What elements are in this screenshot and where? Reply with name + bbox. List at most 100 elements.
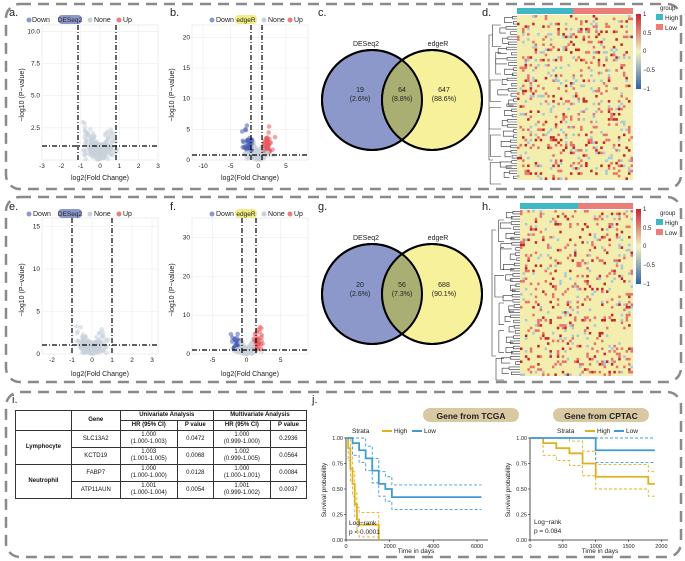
heatmap-cell-high (596, 222, 599, 226)
heatmap-cell-low (569, 33, 573, 36)
heatmap-cell-high (607, 167, 611, 170)
heatmap-h: 1 0.5 0 −0.5 −1 group High Low (491, 203, 679, 381)
heatmap-cell-high (577, 172, 581, 175)
heatmap-cell-high (576, 305, 579, 309)
heatmap-cell-high (625, 97, 628, 101)
table-group-neutrophil: Neutrophil (15, 464, 72, 499)
table-multi-p: 0.0084 (269, 464, 308, 482)
heatmap-h-group-high-bar (520, 203, 578, 209)
heatmap-cell-high (612, 167, 616, 170)
heatmap-cell-high (537, 329, 540, 332)
heatmap-cell-high (572, 125, 575, 129)
heatmap-cell-low (627, 159, 631, 162)
point-none (81, 152, 87, 158)
point-none (103, 350, 109, 356)
heatmap-cell-high (524, 138, 528, 142)
heatmap-cell-low (562, 131, 565, 134)
point-none (103, 336, 108, 342)
heatmap-cell-high (598, 215, 602, 218)
heatmap-cell-high (534, 241, 538, 244)
table-gene: KCTD19 (70, 447, 121, 465)
heatmap-d: 1 0.5 0 −0.5 −1 group High Low (488, 6, 679, 185)
heatmap-cell-high (524, 355, 528, 358)
table-row: Lymphocyte SLC13A2 1.000 (1.000-1.003) 0.… (15, 430, 308, 465)
heatmap-cell-high (602, 45, 606, 49)
heatmap-cell-high (625, 318, 629, 322)
heatmap-cell-high (587, 35, 591, 39)
heatmap-cell-high (615, 222, 619, 226)
heatmap-cell-high (549, 272, 552, 275)
heatmap-cell-high (591, 287, 594, 291)
heatmap-cell-high (574, 282, 577, 286)
heatmap-cell-high (600, 110, 603, 113)
heatmap-cell-low (547, 102, 550, 106)
heatmap-cell-high (583, 280, 587, 283)
heatmap-cell-low (524, 61, 528, 64)
heatmap-cell-high (593, 370, 597, 374)
heatmap-cell-high (610, 212, 614, 216)
heatmap-cell-low (610, 225, 614, 229)
heatmap-cell-high (559, 363, 562, 366)
heatmap-cell-high (542, 38, 545, 41)
heatmap-cell-high (630, 136, 633, 139)
heatmap-cell-high (608, 373, 611, 376)
heatmap-cell-high (575, 94, 578, 98)
heatmap-cell-high (575, 17, 578, 21)
heatmap-cell-high (586, 274, 589, 278)
heatmap-cell-high (552, 100, 555, 103)
heatmap-cell-low (564, 79, 568, 83)
heatmap-cell-high (607, 164, 611, 168)
heatmap-cell-low (592, 115, 596, 119)
volcano-e-legend-up-dot (116, 211, 122, 217)
heatmap-cell-high (586, 368, 589, 371)
heatmap-cell-high (529, 63, 533, 67)
venn-g-mid-pct: (7.3%) (392, 291, 413, 298)
heatmap-cell-low (559, 161, 563, 165)
heatmap-cell-low (575, 149, 578, 152)
heatmap-cell-high (610, 298, 614, 301)
heatmap-cell-high (564, 215, 567, 218)
heatmap-cell-high (625, 35, 628, 39)
heatmap-cell-low (554, 79, 558, 83)
heatmap-cell-high (623, 280, 626, 283)
heatmap-cell-low (522, 373, 525, 376)
heatmap-cell-high (595, 141, 598, 144)
heatmap-cell-high (520, 243, 523, 247)
heatmap-d-scale-1: 1 (643, 12, 647, 18)
volcano-e-ylabel: −log10 (P−value) (19, 263, 26, 316)
heatmap-cell-low (549, 107, 553, 111)
x-tick-label: 1000 (590, 544, 602, 550)
heatmap-cell-high (630, 303, 633, 306)
heatmap-cell-high (597, 63, 601, 67)
heatmap-cell-high (588, 298, 592, 301)
y-tick-label: 20 (183, 34, 191, 41)
heatmap-cell-high (623, 326, 626, 330)
heatmap-cell-high (569, 51, 573, 54)
survival-ci-lower-high (530, 437, 655, 497)
venn-g-mid-count: 56 (398, 282, 406, 289)
point-none (94, 148, 100, 154)
heatmap-cell-low (595, 110, 598, 113)
panel-label-j: j. (311, 394, 318, 406)
heatmap-cell-high (539, 172, 543, 175)
heatmap-cell-high (569, 347, 572, 351)
heatmap-cell-high (572, 33, 575, 36)
point-none (75, 338, 80, 344)
heatmap-cell-low (532, 210, 535, 213)
heatmap-cell-high (598, 370, 602, 374)
heatmap-cell-high (532, 92, 535, 95)
heatmap-cell-high (617, 143, 621, 147)
heatmap-cell-high (602, 82, 606, 85)
heatmap-cell-low (564, 274, 567, 278)
heatmap-cell-low (578, 373, 582, 376)
heatmap-cell-high (559, 230, 562, 234)
heatmap-cell-low (625, 210, 629, 213)
point-none (82, 141, 88, 147)
heatmap-cell-high (569, 222, 572, 226)
heatmap-cell-high (544, 120, 548, 124)
panel-label-d: d. (482, 7, 491, 19)
heatmap-cell-high (585, 100, 588, 103)
heatmap-h-colorbar (636, 209, 641, 284)
heatmap-cell-low (618, 342, 621, 345)
heatmap-cell-low (529, 131, 533, 134)
